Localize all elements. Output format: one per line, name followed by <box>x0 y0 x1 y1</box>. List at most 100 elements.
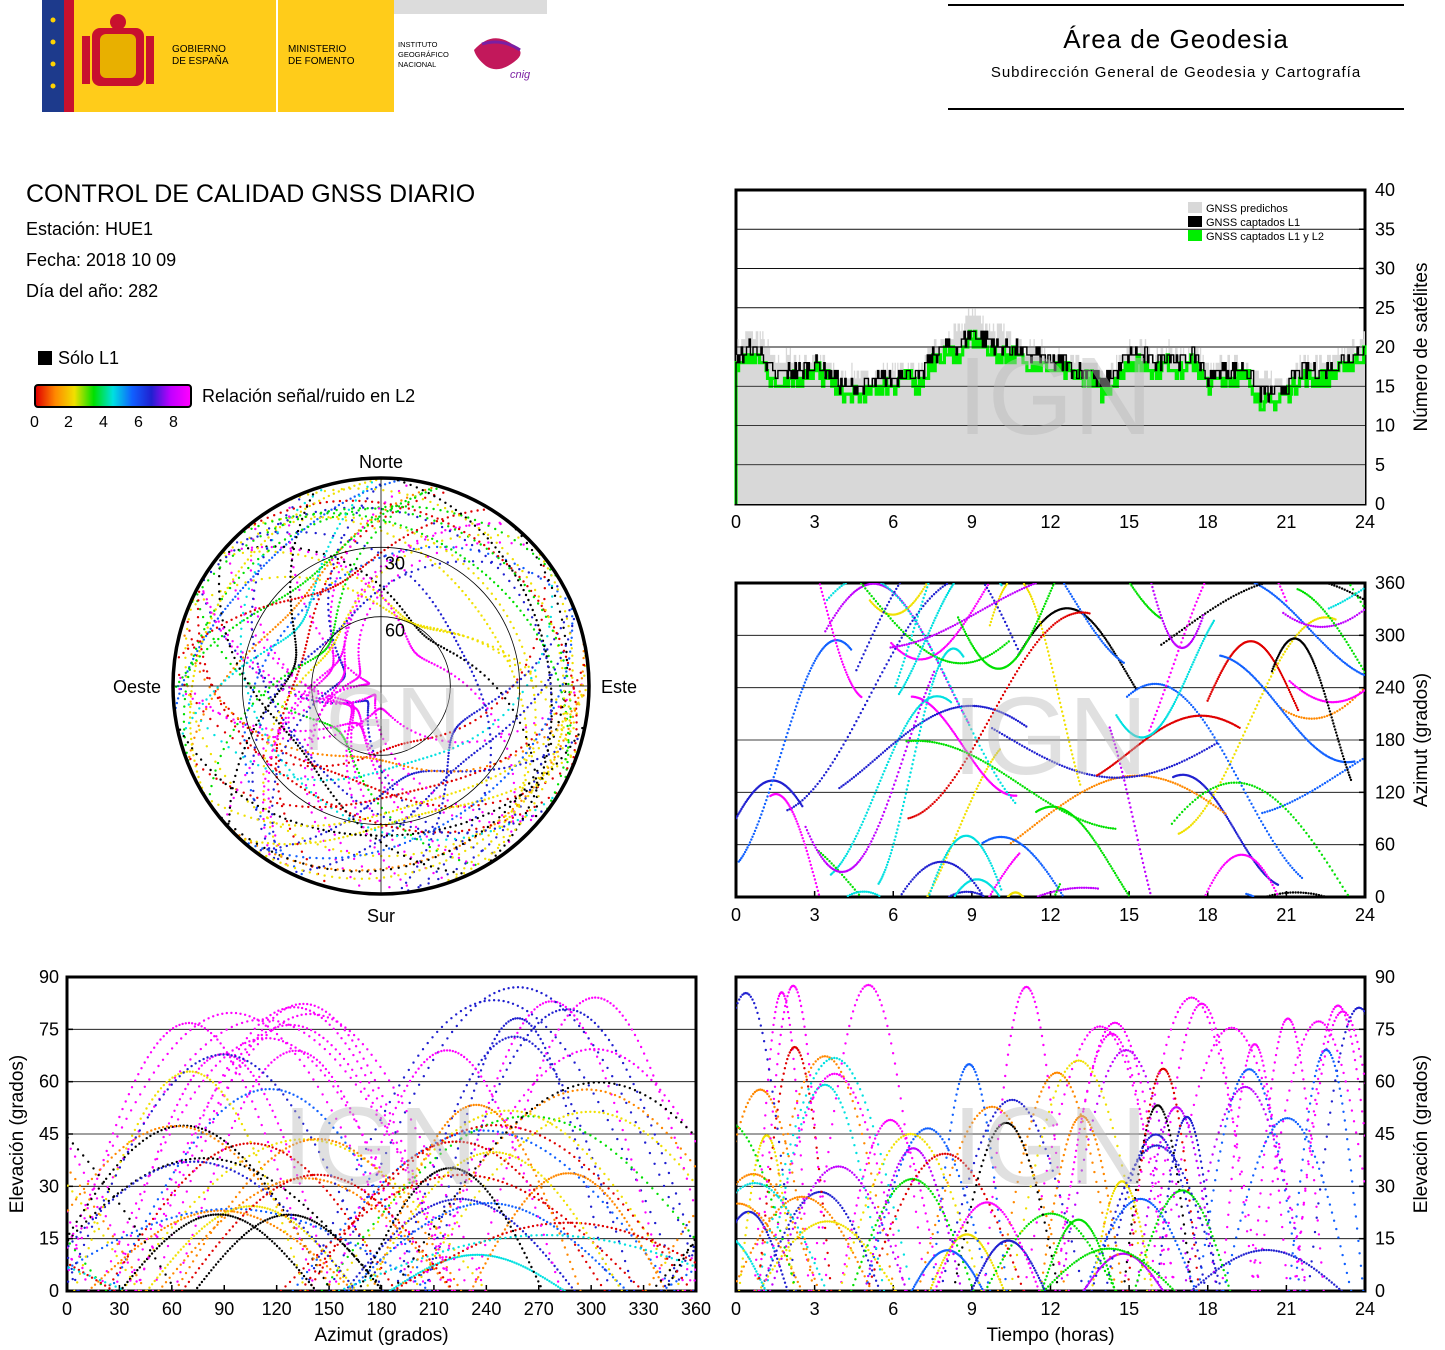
azimuth-trace <box>990 727 1219 779</box>
elevation-azimuth-trace <box>469 1172 668 1291</box>
x-tick-label: 21 <box>1276 905 1296 925</box>
y-axis-label: Azimut (grados) <box>1411 673 1432 807</box>
elevation-azimuth-trace <box>134 1012 487 1291</box>
elevation-azimuth-trace <box>67 1233 694 1291</box>
elevation-time-trace <box>1182 1085 1308 1291</box>
elevation-azimuth-trace <box>332 1049 563 1291</box>
y-tick-label: 15 <box>39 1229 59 1249</box>
azimuth-trace <box>877 647 965 885</box>
svg-text:cnig: cnig <box>510 69 531 81</box>
elevation-time-trace <box>1058 1048 1194 1291</box>
y-tick-label: 15 <box>1375 1229 1395 1249</box>
x-axis-label: Azimut (grados) <box>314 1325 448 1346</box>
azimuth-trace <box>1296 588 1365 674</box>
elevation-time-trace <box>757 984 829 1291</box>
x-tick-label: 60 <box>162 1299 182 1319</box>
x-tick-label: 270 <box>524 1299 554 1319</box>
elevation-time-trace <box>736 1124 798 1291</box>
x-tick-label: 6 <box>888 905 898 925</box>
y-tick-label: 35 <box>1375 219 1395 239</box>
elevation-time-trace <box>1220 1043 1289 1291</box>
x-tick-label: 0 <box>731 512 741 532</box>
day-of-year: Día del año: 282 <box>26 281 159 301</box>
ign-watermark: IGN <box>957 335 1153 458</box>
x-tick-label: 30 <box>109 1299 129 1319</box>
y-tick-label: 30 <box>1375 1176 1395 1196</box>
x-tick-label: 240 <box>471 1299 501 1319</box>
series-line-l1 <box>735 330 1365 504</box>
x-tick-label: 9 <box>967 1299 977 1319</box>
azimuth-trace <box>1170 584 1365 897</box>
elevation-azimuth-trace <box>67 986 694 1291</box>
azimuth-trace <box>855 583 1021 897</box>
x-tick-label: 90 <box>214 1299 234 1319</box>
ministerio-logo-text: MINISTERIO DE FOMENTO <box>288 44 355 67</box>
west-label: Oeste <box>113 677 161 697</box>
black-square-icon <box>38 351 52 365</box>
elevation-azimuth-trace <box>333 1109 685 1291</box>
elevation-time-trace <box>1189 1248 1343 1291</box>
elevation-time-trace <box>1254 1020 1365 1291</box>
azimuth-trace <box>1327 587 1365 610</box>
x-tick-label: 9 <box>967 512 977 532</box>
elevation-time-trace <box>757 1220 898 1291</box>
legend-entry: GNSS predichos <box>1206 203 1288 215</box>
l1-only-legend: Sólo L1 <box>38 348 119 369</box>
elevation-time-trace <box>753 991 811 1291</box>
elevation-azimuth-trace <box>363 1151 624 1291</box>
elevation-time-trace <box>952 1121 1060 1291</box>
x-tick-label: 300 <box>576 1299 606 1319</box>
elevation-time-trace <box>933 1201 1041 1291</box>
elevation-time-trace <box>1054 1032 1169 1291</box>
spain-coat-of-arms-icon <box>82 14 154 86</box>
azimuth-trace <box>1115 619 1216 739</box>
elevation-time-trace <box>762 1072 907 1291</box>
x-tick-label: 180 <box>366 1299 396 1319</box>
south-label: Sur <box>367 906 395 926</box>
station-info: CONTROL DE CALIDAD GNSS DIARIO Estación:… <box>26 180 475 312</box>
elevation-time-trace <box>1155 1115 1219 1291</box>
x-tick-label: 0 <box>731 1299 741 1319</box>
elevation-time-trace <box>1294 1004 1365 1291</box>
azimuth-traces <box>736 583 1365 897</box>
elevation-time-trace <box>864 1127 992 1291</box>
elevation-azimuth-trace <box>306 1140 606 1291</box>
elevation-time-trace <box>1039 1114 1125 1291</box>
y-tick-label: 60 <box>39 1072 59 1092</box>
legend-entry: GNSS captados L1 <box>1206 217 1300 229</box>
azimuth-trace <box>1160 583 1365 897</box>
elevation-time-trace <box>1122 1104 1194 1291</box>
elevation-azimuth-trace <box>67 1124 695 1291</box>
x-tick-label: 6 <box>888 1299 898 1319</box>
north-label: Norte <box>359 452 403 472</box>
y-tick-label: 60 <box>1375 1072 1395 1092</box>
color-legend: Sólo L1 Relación señal/ruido en L2 0 2 4… <box>30 346 454 441</box>
elevation-azimuth-trace <box>279 1173 645 1291</box>
horizon-circle <box>171 476 591 896</box>
elevation-time-trace <box>736 1210 789 1291</box>
header-right: Área de Geodesia Subdirección General de… <box>948 0 1404 112</box>
azimuth-trace <box>988 583 1082 897</box>
elevation-azimuth-trace <box>67 1207 693 1291</box>
x-tick-label: 3 <box>810 1299 820 1319</box>
x-tick-label: 24 <box>1355 1299 1375 1319</box>
report-title: CONTROL DE CALIDAD GNSS DIARIO <box>26 180 476 208</box>
y-tick-label: 90 <box>1375 967 1395 987</box>
elevation-time-trace <box>1090 1180 1154 1291</box>
snr-tick: 6 <box>134 414 143 431</box>
logo-band: GOBIERNO DE ESPAÑA MINISTERIO DE FOMENTO I… <box>42 0 547 112</box>
ign-watermark: IGN <box>282 1085 478 1208</box>
elevation-time-trace <box>1040 1218 1117 1291</box>
y-axis-label: Elevación (grados) <box>7 1055 28 1213</box>
y-tick-label: 30 <box>39 1176 59 1196</box>
elevation-azimuth-trace <box>135 1006 454 1291</box>
elevation-time-trace <box>1126 1067 1201 1291</box>
gobierno-logo-text: GOBIERNO DE ESPAÑA <box>172 44 229 67</box>
elevation-time-trace <box>1042 1247 1176 1291</box>
azimuth-trace <box>737 639 853 863</box>
elevation-time-trace <box>768 1165 908 1291</box>
x-tick-label: 18 <box>1198 1299 1218 1319</box>
area-title: Área de Geodesia <box>1063 24 1289 54</box>
elevation-time-trace <box>736 1172 821 1291</box>
